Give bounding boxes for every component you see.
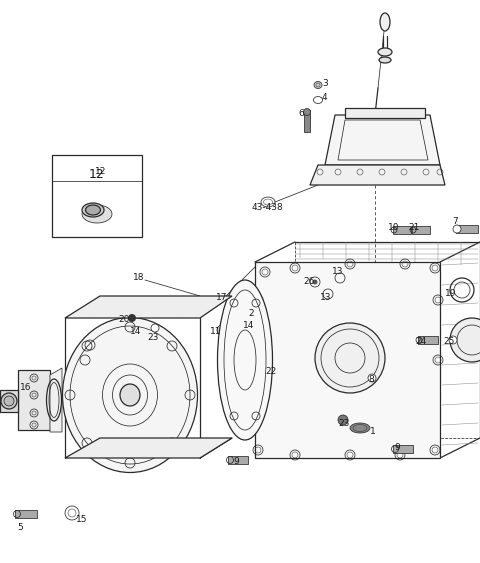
Text: 20: 20 [118,315,130,324]
Text: 3: 3 [322,78,328,87]
Polygon shape [65,296,232,318]
Text: 14: 14 [243,321,254,330]
Bar [52,155,142,237]
Circle shape [338,415,348,425]
Bar [393,226,411,234]
Text: 12: 12 [89,168,105,181]
Text: 1: 1 [370,427,376,436]
Text: 43-438: 43-438 [252,203,284,212]
Bar [0,390,18,412]
Text: 24: 24 [415,337,426,346]
Text: 9: 9 [394,444,400,453]
Ellipse shape [350,423,370,433]
Circle shape [368,374,376,382]
Text: 8: 8 [368,376,374,385]
Text: 18: 18 [133,274,144,283]
Circle shape [453,225,461,233]
Polygon shape [65,438,232,458]
Ellipse shape [379,57,391,63]
Text: 25: 25 [443,337,455,346]
Ellipse shape [313,96,323,104]
Polygon shape [325,115,440,165]
Bar [456,225,478,233]
Text: 15: 15 [76,516,87,525]
Text: 5: 5 [17,524,23,533]
Ellipse shape [380,13,390,31]
Text: 23: 23 [147,333,158,342]
Ellipse shape [62,318,197,472]
Text: 4: 4 [322,93,328,102]
Bar [412,226,430,234]
Text: 9: 9 [233,458,239,467]
Text: 19: 19 [445,288,456,297]
Bar [393,445,413,453]
Ellipse shape [217,280,273,440]
Circle shape [449,336,457,344]
Text: 21: 21 [408,224,420,233]
Text: 23: 23 [338,418,349,427]
Bar [418,336,438,344]
Polygon shape [255,262,440,458]
Text: 22: 22 [265,368,276,377]
Ellipse shape [261,197,275,207]
Polygon shape [310,165,445,185]
Text: 13: 13 [320,293,332,302]
Text: 2: 2 [248,309,253,318]
Text: 13: 13 [332,267,344,276]
Text: 16: 16 [20,382,32,391]
Text: 10: 10 [388,224,399,233]
Bar [15,510,37,518]
Ellipse shape [82,205,112,223]
Circle shape [1,393,17,409]
Text: 6: 6 [298,109,304,118]
Circle shape [128,314,136,322]
Ellipse shape [378,48,392,56]
Text: 11: 11 [210,328,221,337]
Circle shape [151,324,159,332]
Polygon shape [50,368,62,432]
Text: 12: 12 [95,168,107,176]
Text: 14: 14 [130,328,142,337]
Text: 26: 26 [303,278,314,287]
Ellipse shape [85,205,100,215]
Text: 7: 7 [452,217,458,226]
Bar [304,110,310,132]
Ellipse shape [315,323,385,393]
Circle shape [4,396,14,406]
Circle shape [65,506,79,520]
Circle shape [312,279,317,284]
Circle shape [303,109,311,115]
Bar [228,456,248,464]
Text: 17: 17 [216,293,228,302]
Ellipse shape [82,203,104,217]
Ellipse shape [120,384,140,406]
Circle shape [450,318,480,362]
Ellipse shape [314,82,322,88]
Bar [345,108,425,118]
Polygon shape [18,370,50,430]
